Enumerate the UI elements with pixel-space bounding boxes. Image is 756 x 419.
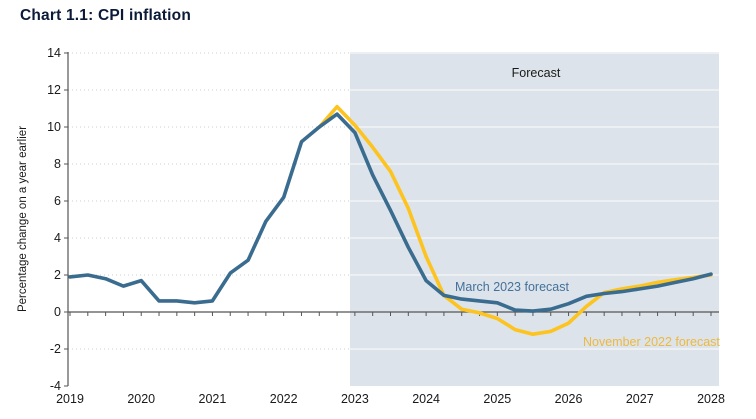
y-axis-title: Percentage change on a year earlier [17, 126, 29, 312]
y-tick-label: -4 [50, 379, 61, 393]
november-2022-line [317, 104, 713, 337]
x-tick-label: 2024 [412, 392, 440, 406]
y-tick-label: 0 [54, 305, 61, 319]
x-tick-label: 2022 [270, 392, 298, 406]
march-forecast-label: March 2023 forecast [455, 280, 569, 294]
x-tick-label: 2027 [626, 392, 654, 406]
y-tick-label: 2 [54, 268, 61, 282]
november-forecast-label: November 2022 forecast [583, 335, 720, 349]
x-tick-label: 2028 [697, 392, 725, 406]
y-tick-label: 8 [54, 157, 61, 171]
x-tick-label: 2026 [555, 392, 583, 406]
x-tick-label: 2023 [341, 392, 369, 406]
y-tick-label: 10 [47, 120, 61, 134]
x-tick-label: 2025 [483, 392, 511, 406]
y-tick-label: 6 [54, 194, 61, 208]
y-tick-label: 14 [47, 46, 61, 60]
y-tick-label: -2 [50, 342, 61, 356]
x-tick-label: 2020 [127, 392, 155, 406]
march-2023-line [68, 112, 713, 313]
x-tick-label: 2021 [199, 392, 227, 406]
chart-title: Chart 1.1: CPI inflation [20, 7, 192, 24]
y-tick-label: 12 [47, 83, 61, 97]
forecast-label: Forecast [512, 66, 561, 80]
x-tick-label: 2019 [56, 392, 84, 406]
y-tick-label: 4 [54, 231, 61, 245]
